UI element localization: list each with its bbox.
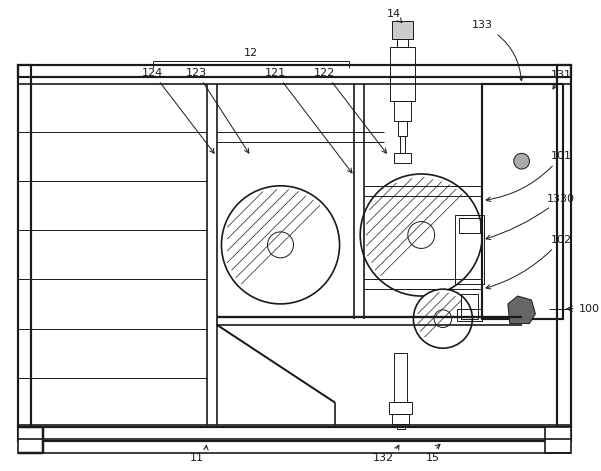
Bar xyxy=(394,154,412,163)
Bar xyxy=(394,353,407,402)
Text: 14: 14 xyxy=(386,8,402,23)
Circle shape xyxy=(514,154,529,169)
Text: 101: 101 xyxy=(486,151,572,202)
Bar xyxy=(17,65,571,77)
Circle shape xyxy=(434,310,452,327)
Bar xyxy=(482,84,563,319)
Circle shape xyxy=(221,186,340,304)
Bar xyxy=(392,22,413,39)
Bar xyxy=(400,136,406,154)
Text: 131: 131 xyxy=(551,70,572,89)
Bar xyxy=(457,309,482,321)
Text: 1330: 1330 xyxy=(486,194,575,240)
Bar xyxy=(455,215,484,284)
Text: 123: 123 xyxy=(186,68,249,153)
Text: 11: 11 xyxy=(190,446,208,463)
Circle shape xyxy=(360,174,482,296)
Bar xyxy=(557,65,571,427)
Circle shape xyxy=(413,289,472,348)
Circle shape xyxy=(267,232,293,258)
Bar xyxy=(460,294,478,319)
Polygon shape xyxy=(508,296,535,324)
Bar xyxy=(392,414,409,424)
Bar xyxy=(398,121,407,136)
Bar xyxy=(17,65,31,427)
Bar xyxy=(17,427,571,441)
Bar xyxy=(389,402,412,414)
Bar xyxy=(17,427,43,453)
Text: 132: 132 xyxy=(373,445,399,463)
Text: 100: 100 xyxy=(579,304,600,314)
Text: 12: 12 xyxy=(244,48,258,58)
Text: 121: 121 xyxy=(265,68,352,173)
Bar xyxy=(545,427,571,453)
Text: 122: 122 xyxy=(314,68,386,153)
Bar xyxy=(394,101,412,121)
Bar xyxy=(459,218,480,233)
Bar xyxy=(397,424,404,429)
Circle shape xyxy=(408,221,435,248)
Text: 15: 15 xyxy=(426,444,440,463)
Bar xyxy=(390,47,415,101)
Text: 133: 133 xyxy=(472,20,523,81)
Text: 124: 124 xyxy=(142,68,214,153)
Bar xyxy=(397,39,409,47)
Text: 102: 102 xyxy=(486,235,572,289)
